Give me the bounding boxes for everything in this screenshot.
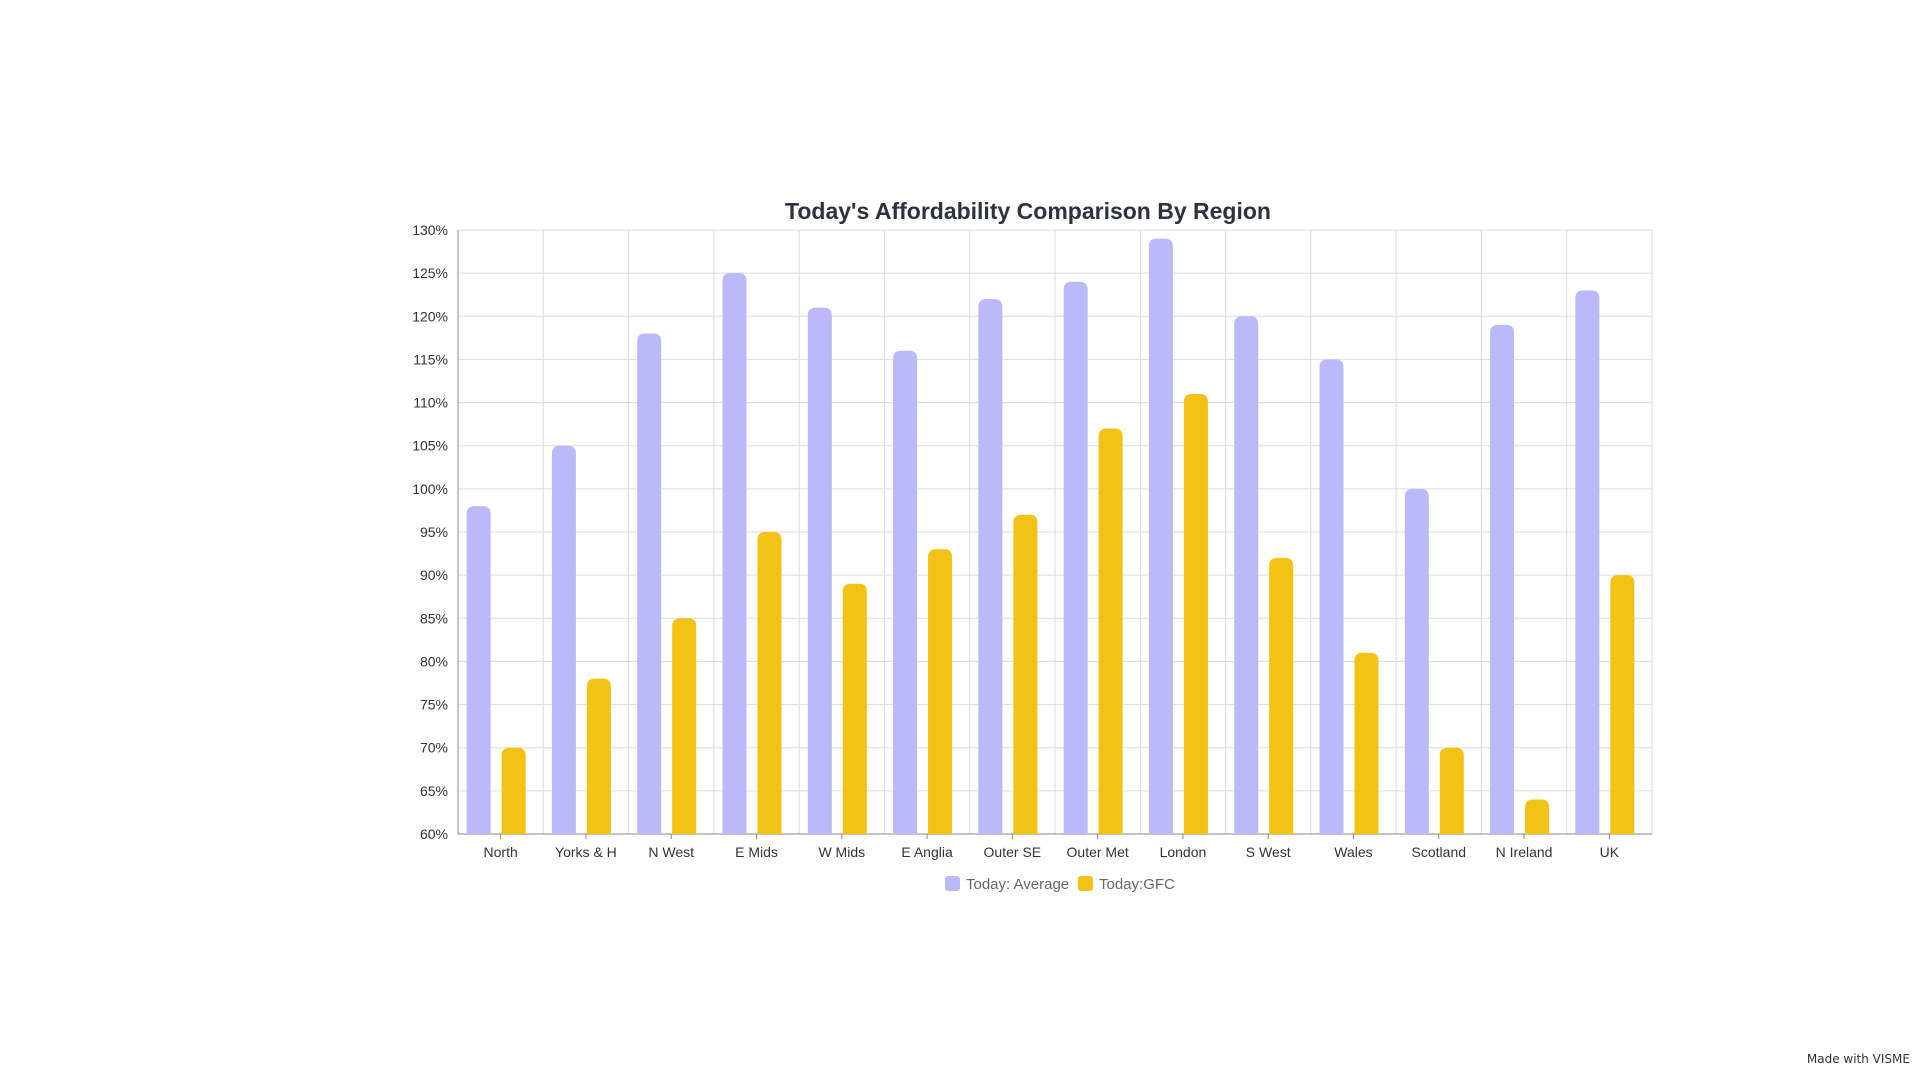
x-tick-label: Outer SE — [984, 844, 1042, 860]
bar-average — [978, 299, 1003, 834]
legend-label: Today: Average — [966, 876, 1069, 893]
y-tick-label: 110% — [413, 395, 448, 411]
bar-gfc — [672, 618, 697, 834]
bar-average — [466, 506, 491, 834]
y-tick-label: 130% — [412, 222, 448, 238]
x-tick-label: Wales — [1334, 844, 1372, 860]
y-tick-label: 105% — [412, 438, 448, 454]
y-tick-label: 70% — [420, 740, 448, 756]
x-tick-label: London — [1160, 844, 1207, 860]
bar-average — [637, 333, 662, 834]
legend: Today: Average Today:GFC — [945, 876, 1175, 893]
bar-average — [1404, 488, 1429, 834]
bar-gfc — [501, 747, 526, 834]
y-tick-label: 120% — [412, 308, 448, 324]
bar-gfc — [1269, 557, 1294, 834]
bar-gfc — [1525, 799, 1550, 834]
x-tick-label: N West — [648, 844, 694, 860]
x-tick-label: Yorks & H — [555, 844, 617, 860]
bar-average — [1319, 359, 1344, 834]
bar-average — [807, 307, 832, 835]
bar-average — [1490, 324, 1515, 834]
x-tick-label: UK — [1600, 844, 1620, 860]
bar-average — [1575, 290, 1600, 834]
chart-title: Today's Affordability Comparison By Regi… — [785, 198, 1271, 224]
y-tick-label: 125% — [412, 265, 448, 281]
bar-gfc — [757, 532, 782, 834]
bar-average — [1148, 238, 1173, 835]
bar-average — [1063, 281, 1088, 834]
y-tick-label: 80% — [420, 653, 448, 669]
legend-swatch — [945, 876, 960, 891]
y-axis: 60% 65% 70% 75% 80% 85% 90% 95% 100% 105% 110% 115%… — [412, 222, 448, 842]
bars — [466, 238, 1635, 835]
bar-gfc — [1439, 747, 1464, 834]
x-axis: North Yorks & H N West E Mids W Mids E Anglia… — [484, 834, 1620, 860]
bar-gfc — [928, 549, 953, 834]
bar-gfc — [586, 678, 611, 834]
x-tick-label: Scotland — [1412, 844, 1466, 860]
bar-average — [551, 445, 576, 834]
bar-gfc — [1183, 393, 1208, 834]
y-tick-label: 115% — [413, 351, 448, 367]
y-tick-label: 95% — [420, 524, 448, 540]
bar-gfc — [1013, 514, 1038, 834]
y-tick-label: 85% — [420, 610, 448, 626]
legend-label: Today:GFC — [1099, 876, 1175, 893]
x-tick-label: E Anglia — [901, 844, 953, 860]
bar-gfc — [1354, 652, 1379, 834]
x-tick-label: North — [484, 844, 518, 860]
x-tick-label: Outer Met — [1067, 844, 1129, 860]
y-tick-label: 75% — [420, 697, 448, 713]
y-tick-label: 60% — [420, 826, 448, 842]
x-tick-label: N Ireland — [1496, 844, 1553, 860]
y-tick-label: 65% — [420, 783, 448, 799]
visme-watermark: Made with VISME — [1806, 1052, 1910, 1066]
x-tick-label: E Mids — [735, 844, 778, 860]
bar-gfc — [1610, 575, 1635, 834]
y-tick-label: 100% — [412, 481, 448, 497]
x-tick-label: W Mids — [818, 844, 865, 860]
legend-swatch — [1078, 876, 1093, 891]
y-tick-label: 90% — [420, 567, 448, 583]
bar-gfc — [842, 583, 867, 834]
x-tick-label: S West — [1246, 844, 1291, 860]
bar-average — [1234, 316, 1259, 834]
bar-average — [722, 273, 747, 835]
grid — [457, 229, 1653, 835]
bar-average — [893, 350, 918, 834]
bar-gfc — [1098, 428, 1123, 834]
